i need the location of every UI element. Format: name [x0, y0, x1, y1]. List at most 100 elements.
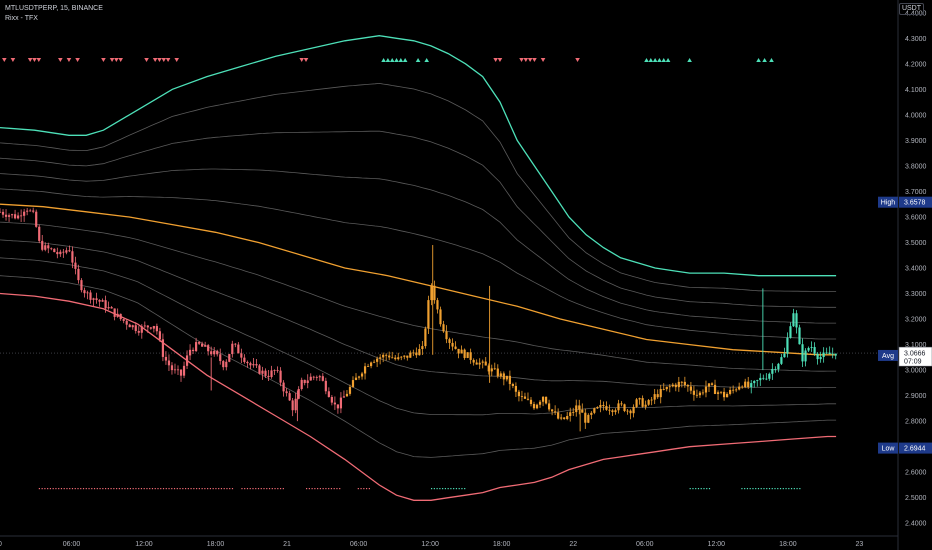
candle-body [810, 347, 813, 348]
signal-dot [138, 488, 140, 490]
chart-legend: MTLUSDTPERP, 15, BINANCE Rixx - TFX [5, 4, 103, 24]
symbol-title[interactable]: MTLUSDTPERP, 15, BINANCE [5, 5, 103, 12]
candle-body [502, 373, 505, 380]
signal-dot [113, 488, 115, 490]
candle-body [258, 365, 261, 374]
candle-body [578, 405, 581, 410]
signal-dot [785, 488, 787, 490]
candle-body [92, 298, 95, 300]
signal-dot [464, 488, 466, 490]
candle-body [170, 365, 174, 371]
candle-body [665, 386, 668, 390]
axis-label-name-bg [878, 196, 898, 208]
signal-dot [198, 488, 200, 490]
candle-body [125, 320, 128, 325]
candle-body [360, 373, 364, 377]
signal-dot [157, 488, 159, 490]
candle-body [729, 390, 732, 394]
signal-dot [107, 488, 109, 490]
indicator-title[interactable]: Rixx - TFX [5, 15, 38, 22]
indicator-bands [0, 35, 837, 501]
candle-body [68, 250, 71, 252]
signal-dot [41, 488, 43, 490]
candle-body [608, 409, 611, 411]
signal-dot [77, 488, 79, 490]
x-tick-label: 06:00 [350, 541, 368, 548]
signal-dot [182, 488, 184, 490]
current-price-value: 3.0666 [904, 351, 926, 358]
signal-dot [777, 488, 779, 490]
inner-band-line [0, 257, 837, 416]
buy-signal-triangle [644, 58, 649, 62]
signal-dot [146, 488, 148, 490]
candle-body [32, 210, 35, 212]
candle-body [391, 357, 394, 359]
candle-body [210, 351, 213, 355]
signal-dot [266, 488, 268, 490]
candle-body [635, 399, 638, 407]
candle-body [13, 214, 17, 219]
candle-body [35, 211, 38, 227]
candle-body [231, 343, 234, 355]
candle-body [445, 331, 448, 340]
signal-dot [218, 488, 220, 490]
candle-body [798, 327, 801, 345]
y-tick-label: 2.8000 [905, 419, 927, 426]
y-tick-label: 3.3000 [905, 291, 927, 298]
candle-body [683, 381, 686, 386]
candle-body [741, 386, 744, 388]
candle-body [520, 396, 524, 397]
candle-body [306, 380, 309, 384]
y-tick-label: 2.6000 [905, 470, 927, 477]
candle-body [490, 368, 493, 372]
y-tick-label: 3.9000 [905, 138, 927, 145]
signal-dot [695, 488, 697, 490]
candle-body [204, 345, 207, 347]
signal-dot [229, 488, 231, 490]
candle-body [415, 352, 418, 356]
candle-body [560, 417, 563, 419]
candle-body [487, 365, 490, 372]
candle-body [704, 386, 708, 393]
candle-body [366, 366, 370, 367]
sell-signal-triangle [174, 58, 180, 62]
candle-body [427, 300, 430, 329]
signal-dot [741, 488, 743, 490]
candle-body [303, 379, 306, 384]
signal-dot [336, 488, 338, 490]
axis-label-name-bg [878, 349, 898, 361]
signal-dot [790, 488, 793, 490]
candle-body [318, 376, 321, 378]
candle-body [29, 210, 32, 212]
signal-dot [49, 488, 52, 490]
candle-body [155, 326, 158, 332]
candle-body [430, 285, 433, 301]
signal-dot [143, 488, 145, 490]
candle-body [433, 285, 436, 301]
candle-body [508, 375, 511, 385]
signal-dot [44, 488, 46, 490]
candle-body [451, 342, 454, 347]
axis-label-high: High 3.6578 [878, 196, 932, 208]
currency-badge[interactable]: USDT [898, 3, 924, 15]
candle-body [406, 355, 409, 358]
x-axis[interactable]: 0 06:00 12:00 18:00 21 06:00 12:00 18:00 22 06:00… [0, 541, 863, 548]
candle-body [831, 353, 834, 355]
y-tick-label: 3.5000 [905, 240, 927, 247]
candle-body [267, 375, 270, 378]
candle-body [270, 370, 273, 378]
signal-dot [215, 488, 217, 490]
candle-body [680, 381, 683, 383]
signal-dot [47, 488, 49, 490]
candle-body [710, 383, 714, 385]
candle-body [0, 211, 2, 213]
signal-dot [766, 488, 768, 490]
candle-body [632, 406, 635, 414]
axis-label-value: 2.6944 [904, 446, 926, 453]
signal-dot [204, 488, 206, 490]
signal-dot [368, 488, 370, 490]
candle-body [475, 362, 478, 365]
candle-body [738, 386, 741, 390]
inner-band-line [0, 82, 837, 292]
